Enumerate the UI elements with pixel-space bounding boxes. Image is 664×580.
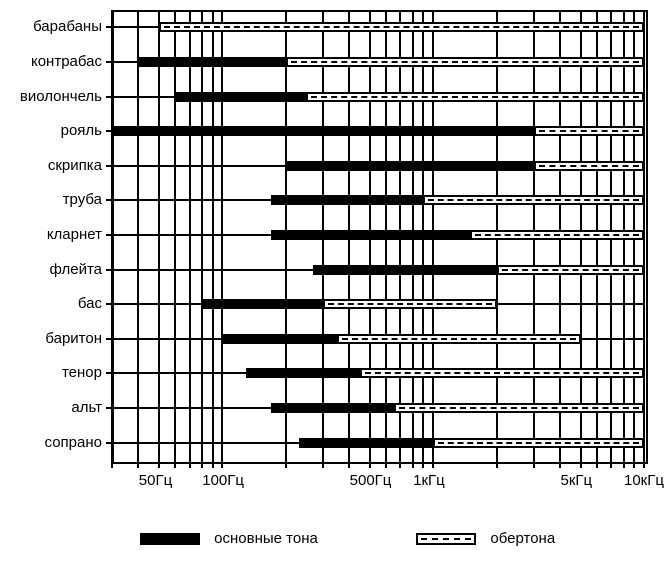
overtone-range	[470, 230, 644, 240]
fundamental-range	[271, 403, 394, 413]
row-label: труба	[0, 191, 102, 208]
row-label: скрипка	[0, 157, 102, 174]
overtone-range	[360, 368, 644, 378]
fundamental-range	[286, 161, 534, 171]
fundamental-range	[246, 368, 360, 378]
fundamental-range	[313, 265, 496, 275]
row-label: альт	[0, 399, 102, 416]
overtone-range	[423, 195, 644, 205]
fundamental-range	[222, 334, 337, 344]
x-axis-label: 5кГц	[561, 472, 593, 489]
fundamental-range	[175, 92, 306, 102]
overtone-range	[323, 299, 497, 309]
gridline	[212, 10, 214, 468]
gridline	[189, 10, 191, 468]
fundamental-range	[271, 230, 470, 240]
row-label: контрабас	[0, 53, 102, 70]
fundamental-range	[271, 195, 424, 205]
overtone-range	[306, 92, 644, 102]
overtone-range	[433, 438, 644, 448]
fundamental-range	[299, 438, 434, 448]
x-axis-label: 50Гц	[139, 472, 172, 489]
x-axis-label: 10кГц	[624, 472, 664, 489]
overtone-range	[534, 161, 644, 171]
overtone-range	[286, 57, 644, 67]
gridline	[137, 10, 139, 468]
row-label: бас	[0, 295, 102, 312]
overtone-range	[337, 334, 581, 344]
row-label: флейта	[0, 261, 102, 278]
row-label: сопрано	[0, 434, 102, 451]
x-axis-label: 500Гц	[350, 472, 392, 489]
x-axis-label: 1кГц	[413, 472, 445, 489]
row-label: виолончель	[0, 88, 102, 105]
row-label: тенор	[0, 364, 102, 381]
overtone-range	[159, 22, 644, 32]
row-label: кларнет	[0, 226, 102, 243]
gridline	[111, 10, 113, 468]
legend-sample-over	[416, 533, 476, 545]
gridline	[174, 10, 176, 468]
row-label: барабаны	[0, 18, 102, 35]
legend-sample-main	[140, 533, 200, 545]
x-axis-label: 100Гц	[202, 472, 244, 489]
row-label: рояль	[0, 122, 102, 139]
legend: основные тона обертона	[140, 530, 555, 547]
fundamental-range	[202, 299, 323, 309]
gridline	[221, 10, 223, 468]
overtone-range	[394, 403, 644, 413]
overtone-range	[497, 265, 644, 275]
legend-label-over: обертона	[490, 530, 555, 547]
fundamental-range	[138, 57, 285, 67]
gridline	[158, 10, 160, 468]
legend-label-main: основные тона	[214, 530, 318, 547]
gridline	[201, 10, 203, 468]
row-label: баритон	[0, 330, 102, 347]
overtone-range	[534, 126, 644, 136]
fundamental-range	[112, 126, 534, 136]
